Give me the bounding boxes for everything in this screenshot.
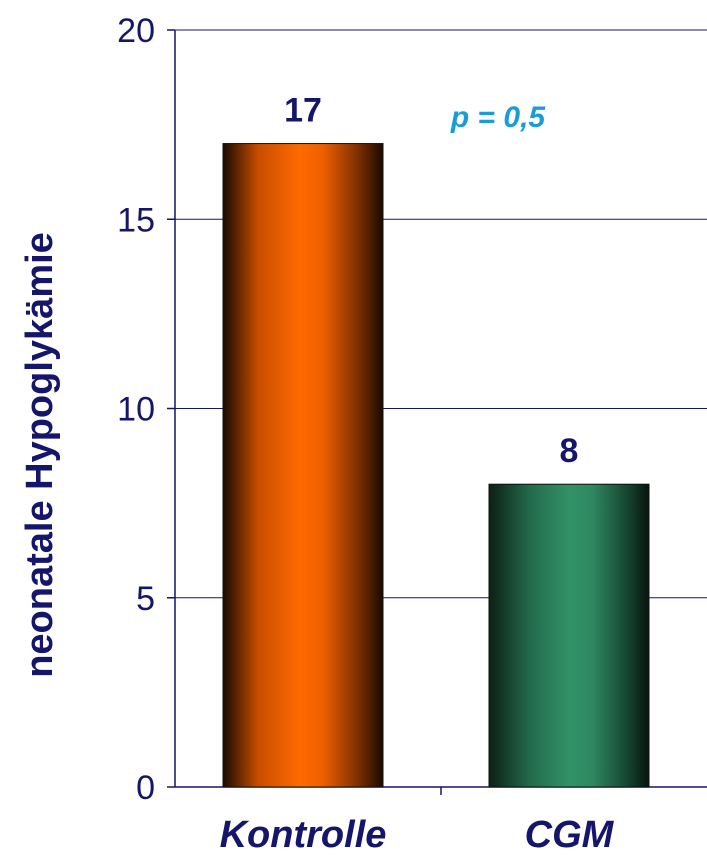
y-tick-label: 10 [117,391,155,429]
y-axis-title: neonatale Hypoglykämie [19,232,61,678]
y-tick-label: 5 [136,580,155,618]
bar-kontrolle [222,143,384,788]
y-tick-label: 0 [136,769,155,807]
y-tick-label: 20 [117,12,155,50]
labels: 0 5 10 15 20 17 Kontrolle 8 CGM neonatale Hypogly… [19,12,615,855]
data-label: 8 [560,432,579,470]
bars [222,143,650,788]
x-tick-label: Kontrolle [220,814,387,855]
y-tick-label: 15 [117,201,155,239]
bar-cgm [488,483,650,788]
data-label: 17 [284,92,322,130]
x-tick-label: CGM [525,814,615,855]
p-value-annotation: p = 0,5 [450,101,547,134]
